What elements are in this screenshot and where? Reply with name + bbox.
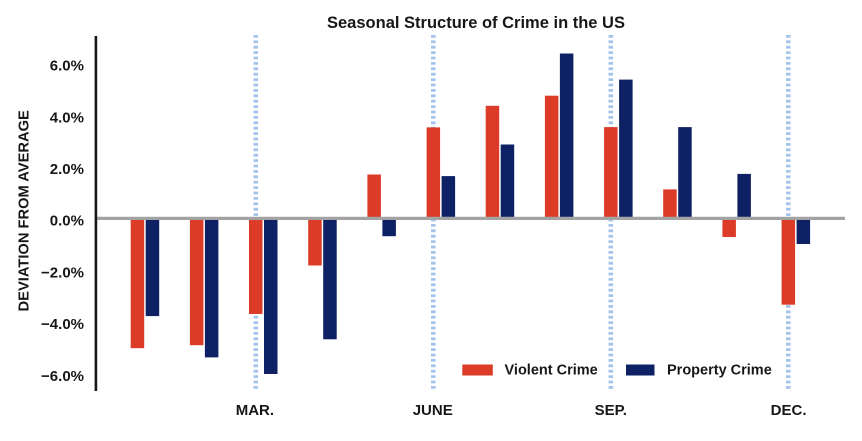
svg-text:2.0%: 2.0% [50, 161, 84, 178]
svg-text:DEC.: DEC. [771, 402, 807, 419]
svg-text:0.0%: 0.0% [50, 213, 84, 230]
svg-text:6.0%: 6.0% [50, 58, 84, 75]
svg-text:DEVIATION FROM AVERAGE: DEVIATION FROM AVERAGE [17, 110, 33, 311]
svg-text:−6.0%: −6.0% [41, 368, 84, 385]
svg-text:MAR.: MAR. [236, 402, 274, 419]
svg-text:SEP.: SEP. [595, 402, 627, 419]
svg-text:4.0%: 4.0% [50, 109, 84, 126]
svg-text:−2.0%: −2.0% [41, 264, 84, 281]
svg-text:JUNE: JUNE [413, 402, 453, 419]
svg-text:Property Crime: Property Crime [667, 362, 772, 378]
svg-text:Violent Crime: Violent Crime [505, 362, 598, 378]
svg-text:Seasonal Structure of Crime in: Seasonal Structure of Crime in the US [327, 14, 625, 32]
svg-text:−4.0%: −4.0% [41, 316, 84, 333]
